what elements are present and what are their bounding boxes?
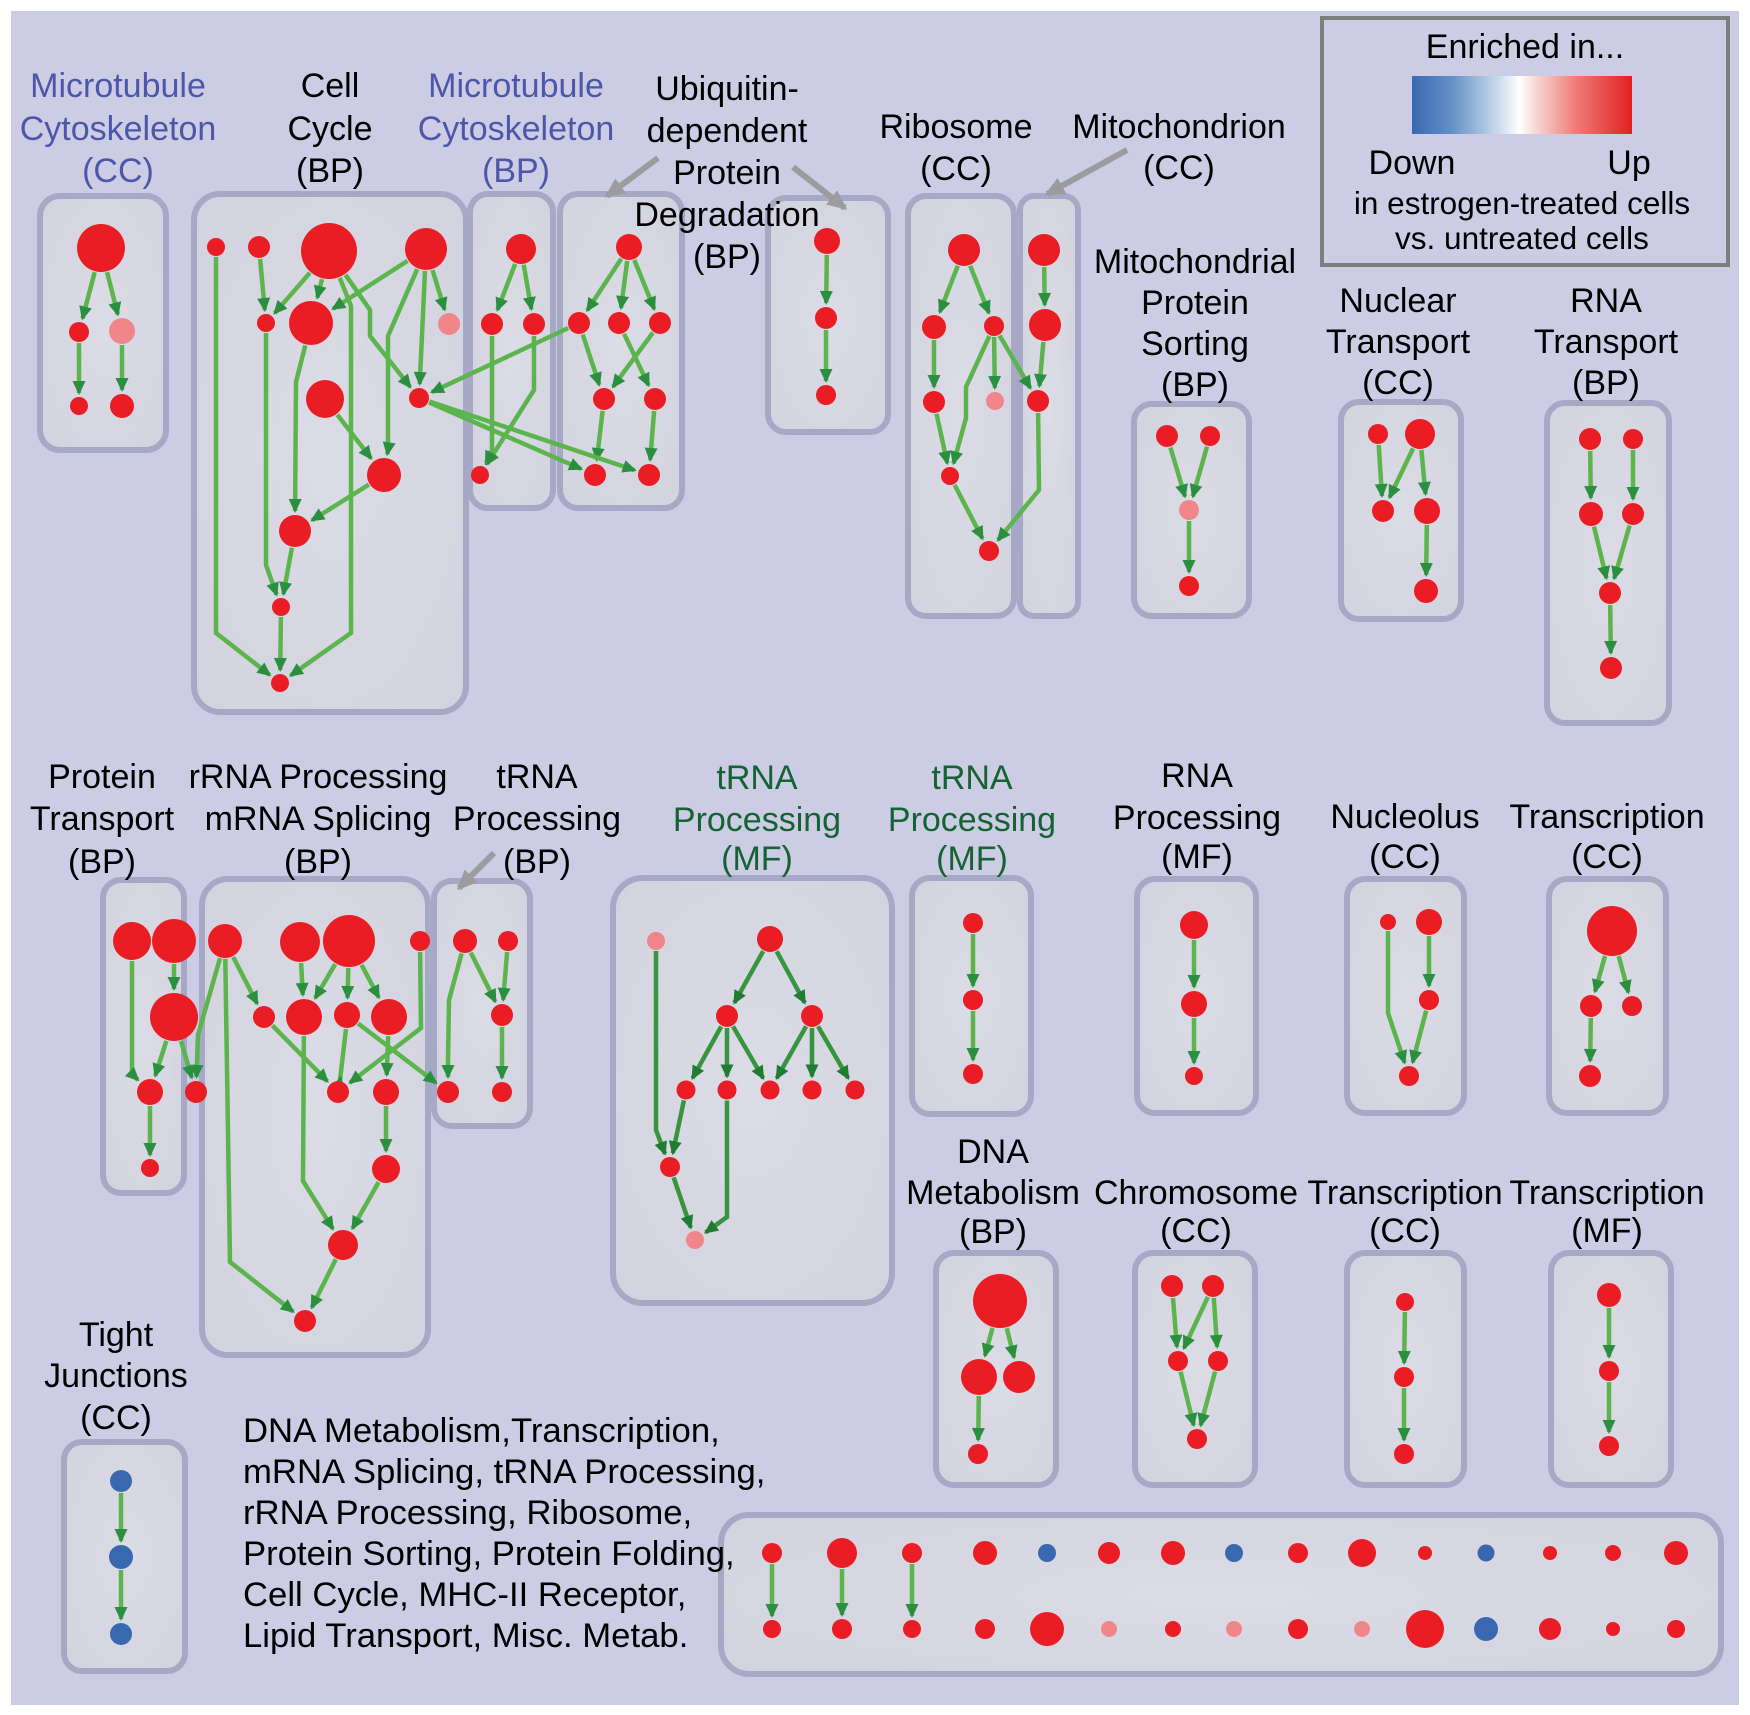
svg-text:Microtubule: Microtubule: [428, 67, 604, 105]
svg-text:Protein: Protein: [48, 758, 156, 796]
svg-text:mRNA Splicing, tRNA Processing: mRNA Splicing, tRNA Processing,: [243, 1453, 765, 1491]
svg-text:DNA: DNA: [957, 1133, 1029, 1171]
svg-text:Nucleolus: Nucleolus: [1330, 798, 1479, 836]
svg-text:(CC): (CC): [82, 152, 154, 190]
svg-text:Nuclear: Nuclear: [1339, 282, 1456, 320]
svg-text:RNA: RNA: [1161, 757, 1233, 795]
svg-text:(BP): (BP): [1572, 364, 1640, 402]
svg-text:Cell: Cell: [301, 67, 360, 105]
svg-text:tRNA: tRNA: [716, 759, 798, 797]
svg-text:Transcription: Transcription: [1509, 1174, 1704, 1212]
svg-text:in estrogen-treated cells: in estrogen-treated cells: [1354, 185, 1690, 221]
svg-text:Microtubule: Microtubule: [30, 67, 206, 105]
svg-text:Transcription: Transcription: [1509, 798, 1704, 836]
svg-text:rRNA Processing, Ribosome,: rRNA Processing, Ribosome,: [243, 1494, 692, 1532]
svg-text:(BP): (BP): [959, 1213, 1027, 1251]
svg-text:(BP): (BP): [1161, 366, 1229, 404]
svg-text:(CC): (CC): [920, 150, 992, 188]
svg-text:Mitochondrial: Mitochondrial: [1094, 243, 1296, 281]
svg-text:(BP): (BP): [284, 843, 352, 881]
svg-text:Processing: Processing: [673, 801, 841, 839]
svg-text:Processing: Processing: [453, 800, 621, 838]
svg-text:Cytoskeleton: Cytoskeleton: [20, 110, 217, 148]
svg-text:Protein: Protein: [1141, 284, 1249, 322]
svg-text:Sorting: Sorting: [1141, 325, 1249, 363]
svg-text:Processing: Processing: [1113, 799, 1281, 837]
svg-text:dependent: dependent: [647, 112, 808, 150]
svg-text:Cell Cycle, MHC-II Receptor,: Cell Cycle, MHC-II Receptor,: [243, 1576, 686, 1614]
svg-text:(CC): (CC): [1143, 149, 1215, 187]
svg-text:Transport: Transport: [30, 800, 175, 838]
svg-text:Down: Down: [1369, 144, 1456, 182]
svg-text:(CC): (CC): [1362, 364, 1434, 402]
svg-text:(MF): (MF): [721, 840, 793, 878]
svg-text:Junctions: Junctions: [44, 1357, 188, 1395]
svg-text:(CC): (CC): [1369, 838, 1441, 876]
svg-text:mRNA Splicing: mRNA Splicing: [205, 800, 432, 838]
svg-text:Cytoskeleton: Cytoskeleton: [418, 110, 615, 148]
svg-text:Transcription: Transcription: [1307, 1174, 1502, 1212]
svg-text:DNA Metabolism,Transcription,: DNA Metabolism,Transcription,: [243, 1412, 720, 1450]
svg-text:(MF): (MF): [936, 840, 1008, 878]
svg-text:(BP): (BP): [693, 238, 761, 276]
svg-text:(CC): (CC): [80, 1399, 152, 1437]
svg-text:Metabolism: Metabolism: [906, 1174, 1080, 1212]
svg-text:rRNA Processing: rRNA Processing: [189, 758, 448, 796]
svg-text:(CC): (CC): [1571, 838, 1643, 876]
svg-text:(CC): (CC): [1160, 1212, 1232, 1250]
svg-text:Enriched in...: Enriched in...: [1426, 28, 1624, 66]
svg-text:(BP): (BP): [296, 152, 364, 190]
svg-text:vs. untreated cells: vs. untreated cells: [1395, 220, 1649, 256]
svg-text:(MF): (MF): [1161, 838, 1233, 876]
svg-text:tRNA: tRNA: [931, 759, 1013, 797]
svg-text:Transport: Transport: [1326, 323, 1471, 361]
svg-text:Lipid Transport, Misc. Metab.: Lipid Transport, Misc. Metab.: [243, 1617, 688, 1655]
svg-text:Chromosome: Chromosome: [1094, 1174, 1298, 1212]
svg-text:Degradation: Degradation: [634, 196, 819, 234]
svg-text:Transport: Transport: [1534, 323, 1679, 361]
svg-text:RNA: RNA: [1570, 282, 1642, 320]
svg-text:(MF): (MF): [1571, 1212, 1643, 1250]
svg-text:Ubiquitin-: Ubiquitin-: [655, 70, 799, 108]
svg-text:(CC): (CC): [1369, 1212, 1441, 1250]
svg-text:Up: Up: [1607, 144, 1650, 182]
svg-text:Mitochondrion: Mitochondrion: [1072, 108, 1286, 146]
svg-text:tRNA: tRNA: [496, 758, 578, 796]
svg-text:(BP): (BP): [482, 152, 550, 190]
svg-text:(BP): (BP): [503, 843, 571, 881]
svg-text:Tight: Tight: [79, 1316, 154, 1354]
svg-text:Protein: Protein: [673, 154, 781, 192]
svg-text:Cycle: Cycle: [287, 110, 372, 148]
svg-text:Protein Sorting, Protein Foldi: Protein Sorting, Protein Folding,: [243, 1535, 735, 1573]
svg-text:Ribosome: Ribosome: [879, 108, 1032, 146]
svg-text:Processing: Processing: [888, 801, 1056, 839]
svg-text:(BP): (BP): [68, 843, 136, 881]
